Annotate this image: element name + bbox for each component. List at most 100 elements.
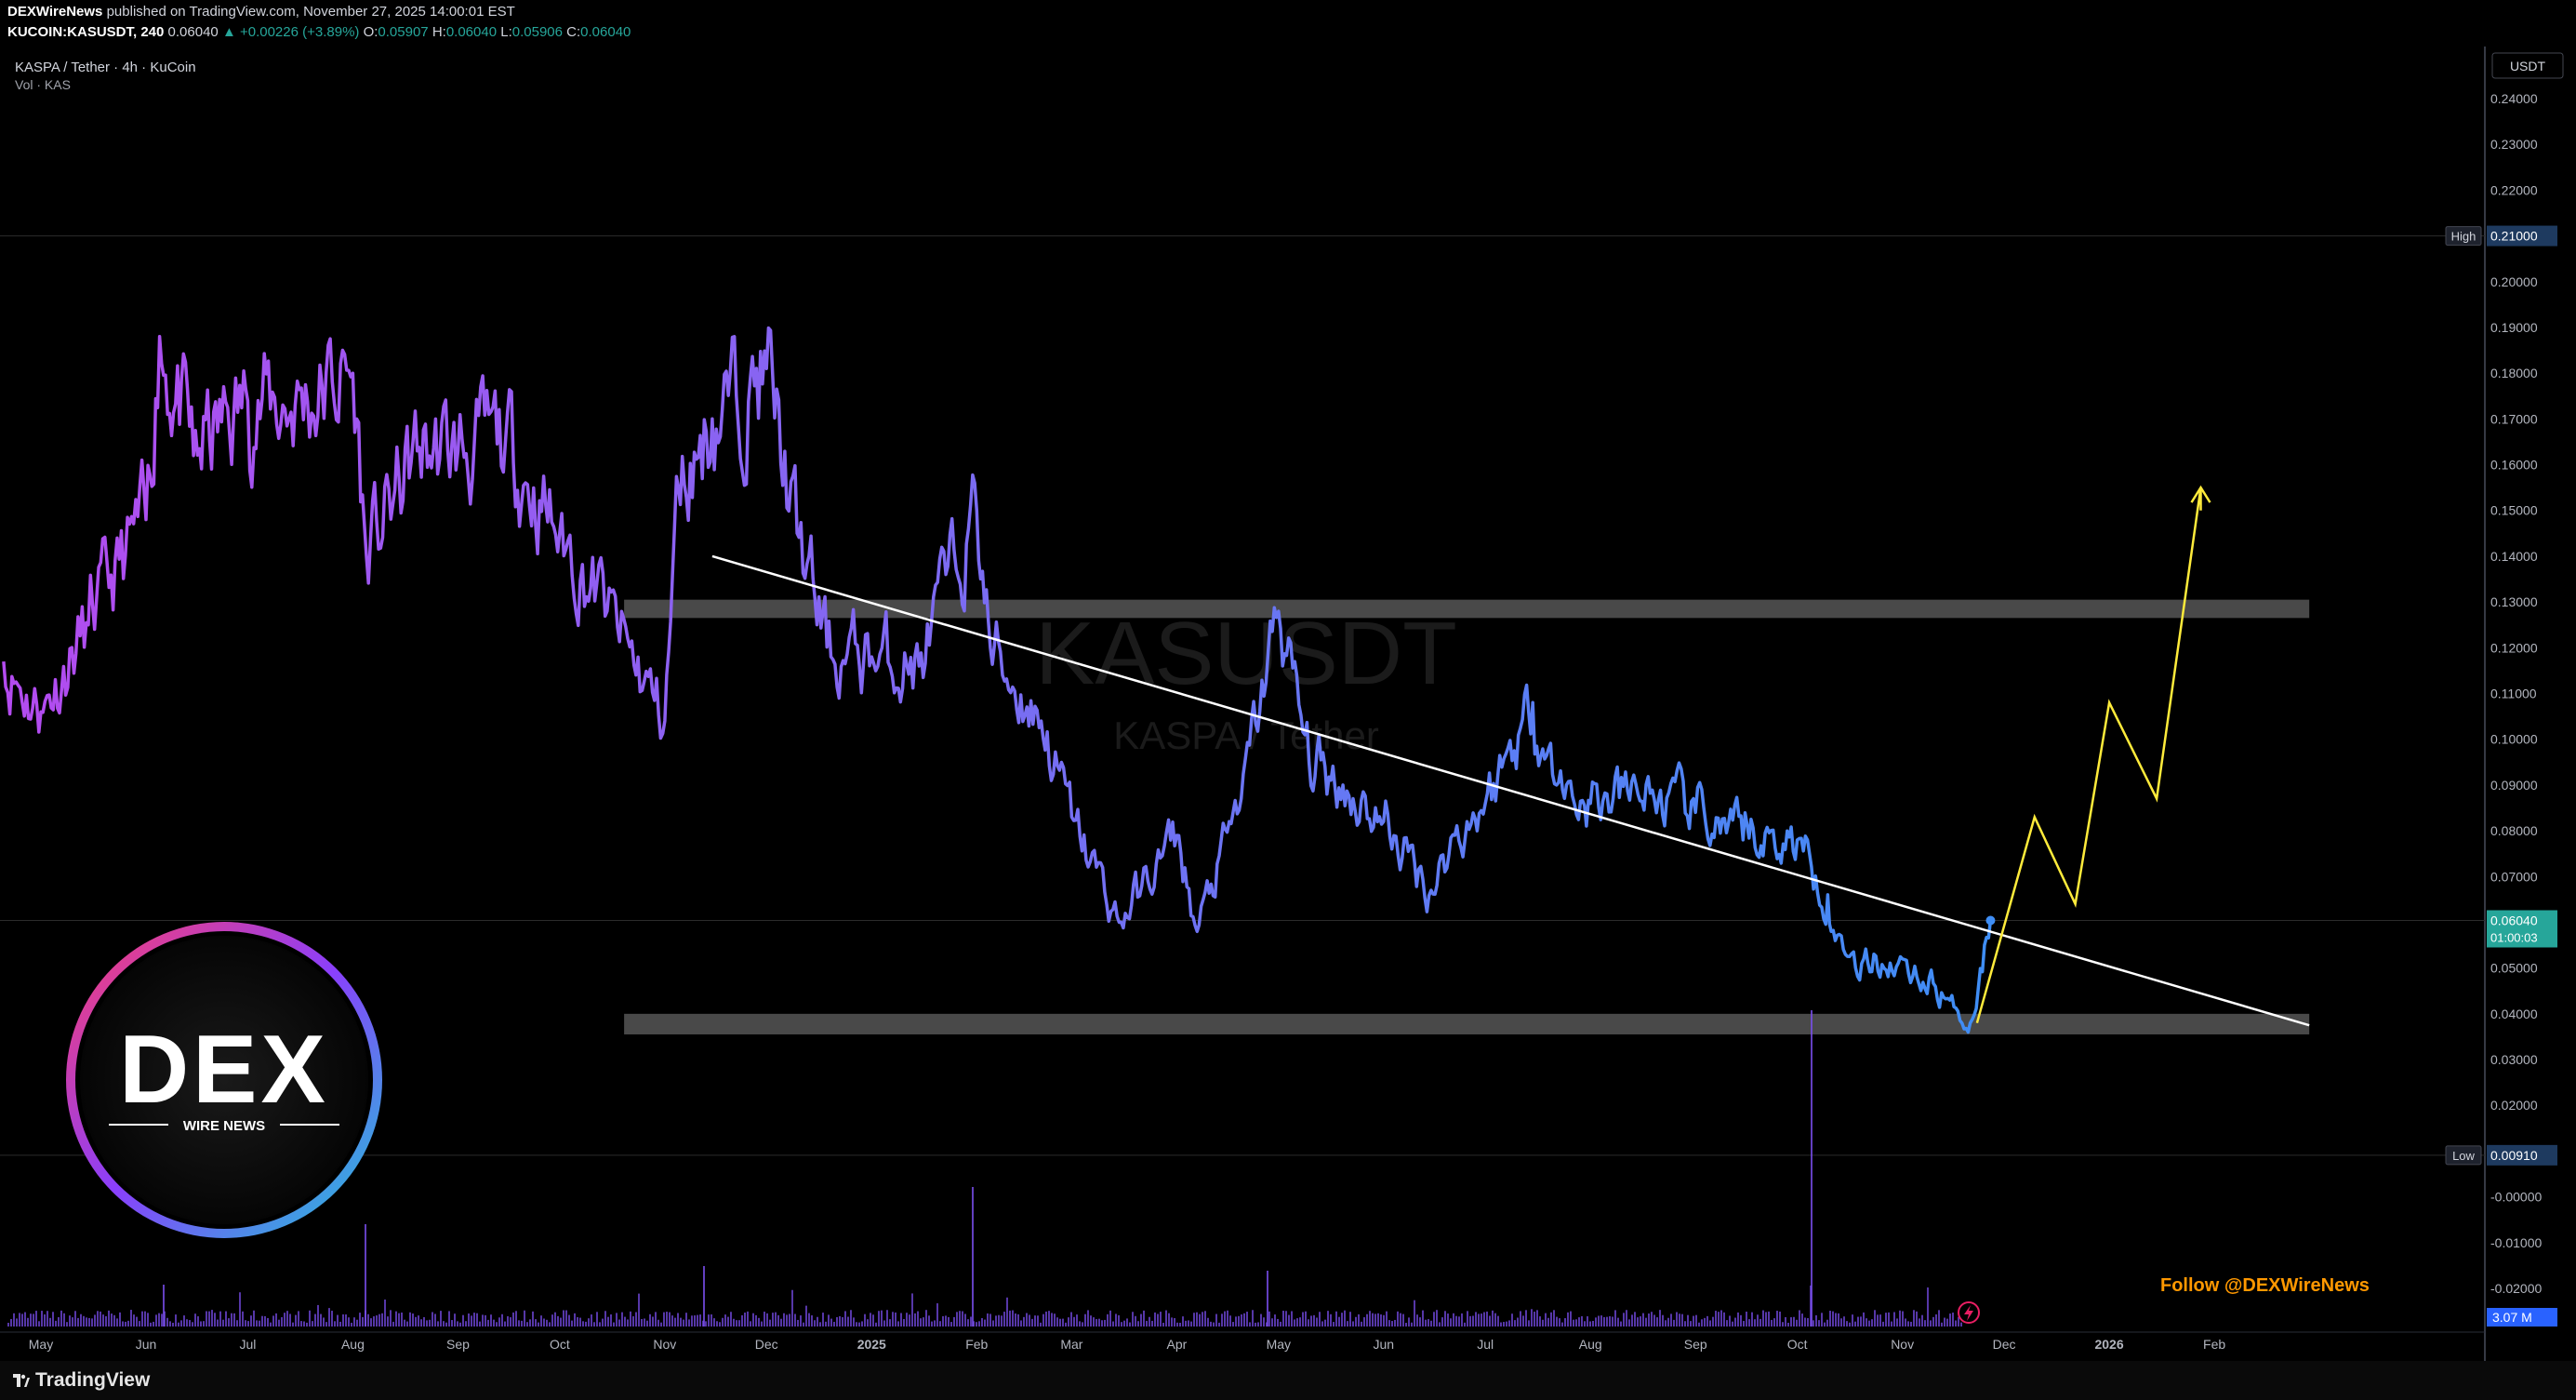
publisher-name[interactable]: DEXWireNews — [7, 4, 103, 20]
price-chart[interactable]: KASUSDT KASPA / Tether KASPA / Tether · … — [0, 0, 2576, 1361]
volume-bar — [1285, 1311, 1287, 1327]
volume-bar — [105, 1315, 107, 1327]
volume-bar — [853, 1317, 855, 1327]
price-axis[interactable]: 0.24000 0.23000 0.22000 0.21000 0.20000 0.190… — [2490, 91, 2542, 1296]
volume-bar — [1553, 1310, 1555, 1327]
volume-bar — [1726, 1320, 1728, 1327]
volume-bar — [1305, 1311, 1307, 1327]
volume-bar — [789, 1313, 790, 1327]
volume-bar — [1960, 1322, 1962, 1327]
currency-button[interactable] — [2491, 52, 2564, 79]
volume-bar — [657, 1319, 659, 1327]
volume-bar — [1472, 1315, 1474, 1327]
volume-bar — [1048, 1311, 1050, 1327]
chart-legend-title[interactable]: KASPA / Tether · 4h · KuCoin — [15, 60, 196, 75]
volume-bar — [482, 1314, 484, 1327]
volume-bar — [1313, 1314, 1315, 1327]
volume-bar — [978, 1321, 980, 1327]
volume-bar — [10, 1318, 12, 1327]
volume-bar — [66, 1322, 68, 1327]
volume-bar — [638, 1293, 640, 1327]
projection-arrow-head — [2190, 485, 2211, 503]
volume-bar — [903, 1318, 905, 1327]
y-tick-label: 0.05000 — [2490, 961, 2538, 976]
volume-bar — [1893, 1312, 1895, 1327]
volume-bar — [1578, 1317, 1580, 1327]
volume-bar — [317, 1304, 319, 1327]
x-tick-label: Aug — [1579, 1337, 1602, 1352]
volume-bar — [842, 1316, 843, 1327]
volume-bar — [1720, 1310, 1722, 1327]
volume-bar — [616, 1313, 617, 1327]
volume-bar — [1891, 1321, 1892, 1327]
volume-bar — [897, 1321, 899, 1327]
volume-bar — [166, 1317, 168, 1327]
volume-bar — [699, 1314, 701, 1327]
volume-bar — [139, 1321, 140, 1327]
volume-bar — [928, 1315, 930, 1327]
volume-bar — [41, 1311, 43, 1327]
volume-bar — [886, 1310, 888, 1327]
volume-bar — [984, 1319, 986, 1327]
volume-bar — [434, 1313, 436, 1327]
volume-bar — [1916, 1311, 1918, 1327]
change-text: ▲ +0.00226 (+3.89%) — [221, 24, 360, 40]
volume-bar — [1573, 1319, 1574, 1327]
volume-bar — [1882, 1321, 1884, 1327]
descending-trendline[interactable] — [711, 554, 2310, 1027]
volume-bar — [1902, 1311, 1904, 1327]
volume-bar — [1352, 1321, 1354, 1327]
volume-bar — [217, 1319, 219, 1327]
volume-bar — [1779, 1311, 1781, 1327]
volume-bar — [1896, 1318, 1898, 1327]
volume-bar — [1734, 1317, 1736, 1327]
volume-bar — [1782, 1322, 1784, 1327]
volume-bar — [353, 1317, 355, 1327]
volume-bar — [426, 1320, 428, 1327]
volume-bar — [1430, 1320, 1432, 1327]
volume-bar — [228, 1318, 230, 1327]
volume-bar — [1419, 1317, 1421, 1327]
volume-bar — [1453, 1313, 1454, 1327]
time-axis[interactable]: May Jun Jul Aug Sep Oct Nov Dec 2025 Feb Mar Apr May… — [29, 1337, 2226, 1352]
lightning-icon[interactable] — [1958, 1301, 1980, 1324]
tradingview-logo[interactable]: TradingView — [13, 1369, 150, 1392]
volume-bar — [102, 1314, 104, 1327]
volume-bar — [1123, 1320, 1125, 1327]
volume-bar — [1838, 1313, 1839, 1327]
volume-bar — [1640, 1316, 1641, 1327]
volume-legend[interactable]: Vol · KAS — [15, 77, 71, 92]
volume-bar — [1221, 1313, 1223, 1327]
volume-bar — [141, 1311, 143, 1327]
volume-bar — [987, 1313, 989, 1327]
symbol-name[interactable]: KUCOIN:KASUSDT, 240 — [7, 24, 165, 40]
volume-bar — [775, 1312, 777, 1327]
volume-bar — [1006, 1297, 1008, 1327]
volume-bar — [1126, 1318, 1128, 1327]
volume-bar — [607, 1316, 609, 1327]
volume-bar — [72, 1317, 73, 1327]
volume-bar — [398, 1313, 400, 1327]
volume-bar — [856, 1322, 857, 1327]
volume-bar — [1377, 1313, 1379, 1327]
volume-bar — [113, 1314, 115, 1327]
volume-bar — [1503, 1322, 1505, 1327]
x-tick-label: Mar — [1060, 1337, 1082, 1352]
volume-bar — [1062, 1318, 1064, 1327]
volume-bar — [613, 1322, 615, 1327]
volume-bar — [1084, 1313, 1086, 1327]
volume-bar — [1267, 1271, 1268, 1327]
volume-bar — [1335, 1311, 1337, 1327]
volume-bar — [130, 1310, 132, 1327]
volume-bar — [1137, 1321, 1139, 1327]
volume-bar — [549, 1322, 551, 1327]
volume-bar — [418, 1315, 419, 1327]
support-zone — [624, 1013, 2310, 1034]
volume-bar — [1029, 1314, 1030, 1327]
volume-bar — [1402, 1313, 1404, 1327]
volume-bar — [476, 1313, 478, 1327]
low-tag-label: Low — [2452, 1149, 2475, 1163]
volume-bar — [1771, 1319, 1773, 1327]
volume-bar — [1659, 1310, 1661, 1327]
volume-bar — [395, 1311, 397, 1327]
